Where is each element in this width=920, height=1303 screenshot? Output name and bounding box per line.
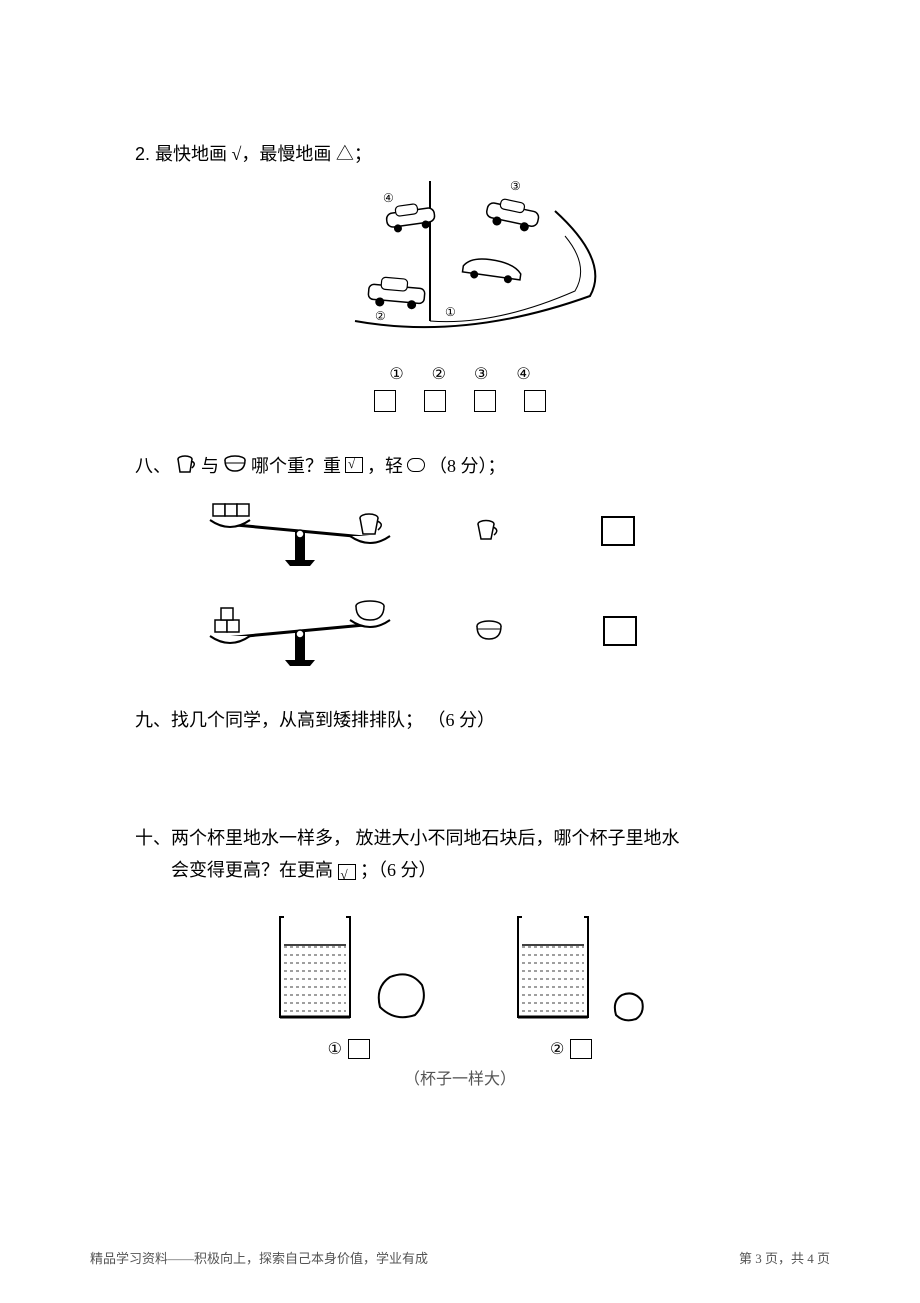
q10-caption: （杯子一样大） <box>135 1065 785 1089</box>
circle-mark-icon <box>407 458 425 472</box>
q8-answer-box-1[interactable] <box>601 516 635 546</box>
q10-box-1[interactable] <box>348 1039 370 1059</box>
q10-box-2[interactable] <box>570 1039 592 1059</box>
rock-small <box>608 987 648 1027</box>
q10-line2a: 会变得更高？在更高 <box>171 860 333 880</box>
footer-left: 精品学习资料——积极向上，探索自己本身价值，学业有成 <box>90 1248 428 1267</box>
fig-label-2: ② <box>375 309 386 323</box>
beaker-group-1 <box>272 907 430 1027</box>
cup-small-icon <box>475 519 501 543</box>
bowl-small-icon <box>475 620 503 642</box>
cup-icon <box>175 454 197 476</box>
q10-label-1: ① <box>328 1039 342 1059</box>
q2-title-text: 最快地画 √，最慢地画 △； <box>155 144 372 164</box>
q2-choice-4: ④ <box>516 364 530 384</box>
q2-choice-3: ③ <box>474 364 488 384</box>
q2-box-1[interactable] <box>374 390 396 412</box>
fig-label-1: ① <box>445 305 456 319</box>
balance-1 <box>195 496 435 566</box>
q10-number: 十、 <box>135 828 171 848</box>
q9-number: 九、 <box>135 710 171 730</box>
check-box-icon-2 <box>338 864 356 880</box>
beaker-1 <box>272 907 362 1027</box>
q8-text-b: 哪个重？重 <box>251 452 341 478</box>
q2-number: 2. <box>135 144 150 164</box>
rock-large <box>370 967 430 1027</box>
q10-label-2: ② <box>550 1039 564 1059</box>
beaker-2 <box>510 907 600 1027</box>
q8-text-c: ，轻 <box>367 452 403 478</box>
q10-line1: 两个杯里地水一样多， 放进大小不同地石块后，哪个杯子里地水 <box>171 828 680 848</box>
q2-box-2[interactable] <box>424 390 446 412</box>
fig-label-3: ③ <box>510 179 521 193</box>
race-figure: ④ ③ ① ② ① ② ③ ④ <box>315 176 605 412</box>
check-box-icon <box>345 457 363 473</box>
q2-box-3[interactable] <box>474 390 496 412</box>
q8-number: 八、 <box>135 452 171 478</box>
q8-text-d: （8 分）； <box>429 452 506 478</box>
q8-text-a: 与 <box>201 452 219 478</box>
q8-answer-box-2[interactable] <box>603 616 637 646</box>
footer-right: 第 3 页，共 4 页 <box>739 1248 830 1267</box>
q2-choice-2: ② <box>432 364 446 384</box>
q2-box-4[interactable] <box>524 390 546 412</box>
q9-text: 找几个同学，从高到矮排排队； （6 分） <box>171 710 495 730</box>
balance-2 <box>195 596 435 666</box>
q10-line2b: ；（6 分） <box>360 860 437 880</box>
beaker-group-2 <box>510 907 648 1027</box>
bowl-icon <box>223 455 247 475</box>
fig-label-4: ④ <box>383 191 394 205</box>
q2-choice-1: ① <box>389 364 403 384</box>
